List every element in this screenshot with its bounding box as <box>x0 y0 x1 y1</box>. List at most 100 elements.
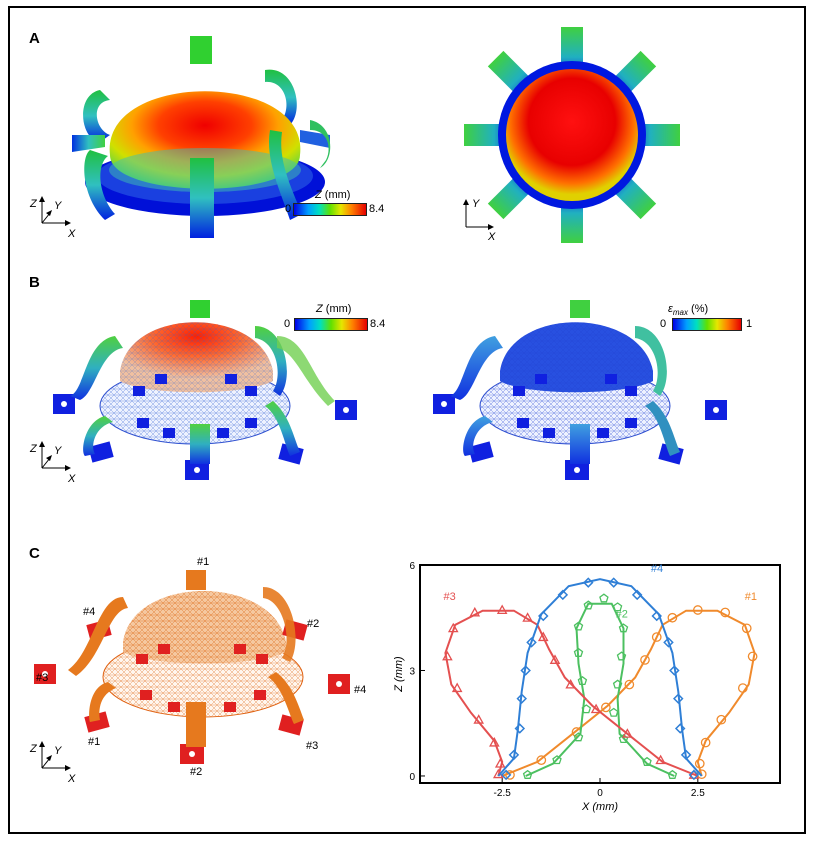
colorbar-b-strain: εmax (%) 0 1 <box>660 303 770 343</box>
series-marker-n3 <box>489 737 500 747</box>
series-marker-n3 <box>522 612 533 622</box>
axis-triad-c: Z Y X <box>29 741 76 783</box>
series-marker-n3 <box>451 682 463 693</box>
series-marker-n4 <box>520 665 531 676</box>
panel-b-mesh-z <box>53 300 357 480</box>
axis-x-label: X <box>67 228 76 238</box>
panel-label-a: A <box>29 30 40 47</box>
series-marker-n1 <box>624 679 635 690</box>
colorbar-strain-gradient <box>672 318 742 331</box>
series-marker-n3 <box>537 631 549 642</box>
axis-triad-a-right: Y X <box>463 198 496 240</box>
series-label-n1: #1 <box>745 591 757 603</box>
series-marker-n1 <box>720 607 731 618</box>
colorbar-b-max: 8.4 <box>370 318 386 330</box>
series-line-n4 <box>497 578 703 777</box>
series-marker-n4 <box>673 693 684 704</box>
panel-label-b: B <box>29 274 40 291</box>
axis-triad-b: Z Y X <box>29 441 76 483</box>
figure-frame <box>8 6 806 834</box>
series-marker-n4 <box>651 610 662 622</box>
series-marker-n1 <box>667 612 678 623</box>
series-marker-n4 <box>583 577 594 588</box>
series-marker-n1 <box>747 651 758 662</box>
colorbar-strain-subscript: max <box>672 308 688 318</box>
axis-x-label: X <box>67 473 76 483</box>
chart-x-label: X (mm) <box>581 801 618 813</box>
series-marker-n3 <box>549 654 561 664</box>
label-n3-bottom: #3 <box>306 740 319 752</box>
colorbar-a-title: Z <box>315 189 322 201</box>
series-marker-n1 <box>651 632 662 642</box>
series-marker-n2 <box>612 602 623 612</box>
axis-z-label: Z <box>29 443 38 455</box>
series-marker-n1 <box>601 702 611 713</box>
series-marker-n2 <box>573 647 584 657</box>
series-marker-n1 <box>692 605 703 615</box>
y-tick-label: 6 <box>409 561 415 572</box>
series-marker-n4 <box>680 749 692 761</box>
series-label-n3: #3 <box>443 591 455 603</box>
series-marker-n3 <box>590 703 602 714</box>
series-marker-n2 <box>552 755 562 765</box>
axis-y-label: Y <box>472 198 480 210</box>
series-marker-n1 <box>694 758 705 769</box>
y-tick-label: 3 <box>409 666 415 677</box>
series-marker-n4 <box>538 610 549 622</box>
label-n3-left: #3 <box>36 672 49 684</box>
axis-x-label: X <box>67 773 76 783</box>
series-marker-n4 <box>674 723 686 734</box>
label-n2-right: #2 <box>307 618 320 630</box>
colorbar-b-title: Z <box>316 303 323 315</box>
series-marker-n1 <box>640 655 650 665</box>
series-marker-n4 <box>526 637 537 648</box>
colorbar-b-min: 0 <box>284 318 291 330</box>
series-marker-n2 <box>522 769 533 779</box>
series-marker-n2 <box>581 704 592 714</box>
axis-y-label: Y <box>54 445 62 457</box>
series-label-n4: #4 <box>651 563 663 575</box>
series-marker-n4 <box>508 749 520 761</box>
series-marker-n4 <box>516 693 527 704</box>
series-marker-n3 <box>447 622 459 633</box>
series-marker-n2 <box>573 732 584 742</box>
panel-c-mesh-labeled <box>34 570 350 764</box>
series-marker-n1 <box>505 770 515 780</box>
axis-z-label: Z <box>29 198 38 210</box>
colorbar-b-gradient <box>294 318 368 331</box>
colorbar-strain-symbol: ε <box>668 303 673 315</box>
y-tick-label: 0 <box>409 772 415 783</box>
series-line-n3 <box>444 609 699 777</box>
colorbar-a-z: Z (mm) 0 8.4 <box>285 189 385 229</box>
series-marker-n4 <box>500 769 512 781</box>
series-marker-n3 <box>442 650 453 661</box>
series-label-n2: #2 <box>616 609 628 621</box>
series-marker-n3 <box>469 606 481 617</box>
series-marker-n1 <box>536 755 547 765</box>
label-n1-top: #1 <box>197 556 210 568</box>
colorbar-strain-unit: (%) <box>691 303 709 315</box>
series-marker-n1 <box>716 714 727 725</box>
x-tick-label: -2.5 <box>494 788 512 799</box>
label-n4-right: #4 <box>354 684 367 696</box>
series-marker-n2 <box>642 756 652 766</box>
axis-y-label: Y <box>54 745 62 757</box>
series-marker-n4 <box>631 589 643 601</box>
axis-x-label: X <box>487 231 496 240</box>
series-marker-n1 <box>737 683 748 693</box>
series-marker-n4 <box>514 723 526 734</box>
colorbar-a-max: 8.4 <box>369 203 385 215</box>
chart-y-label: Z (mm) <box>393 656 405 693</box>
series-marker-n3 <box>655 754 666 765</box>
x-tick-label: 0 <box>597 788 603 799</box>
series-marker-n4 <box>688 769 700 781</box>
series-marker-n2 <box>616 651 627 661</box>
colorbar-b-unit: (mm) <box>325 303 352 315</box>
series-marker-n1 <box>741 623 752 634</box>
panel-a-dome-3d-view <box>72 36 331 238</box>
series-line-n2 <box>525 602 675 777</box>
label-n4-left: #4 <box>83 606 96 618</box>
series-marker-n3 <box>565 679 576 689</box>
series-marker-n2 <box>573 621 584 631</box>
series-marker-n4 <box>608 577 619 588</box>
